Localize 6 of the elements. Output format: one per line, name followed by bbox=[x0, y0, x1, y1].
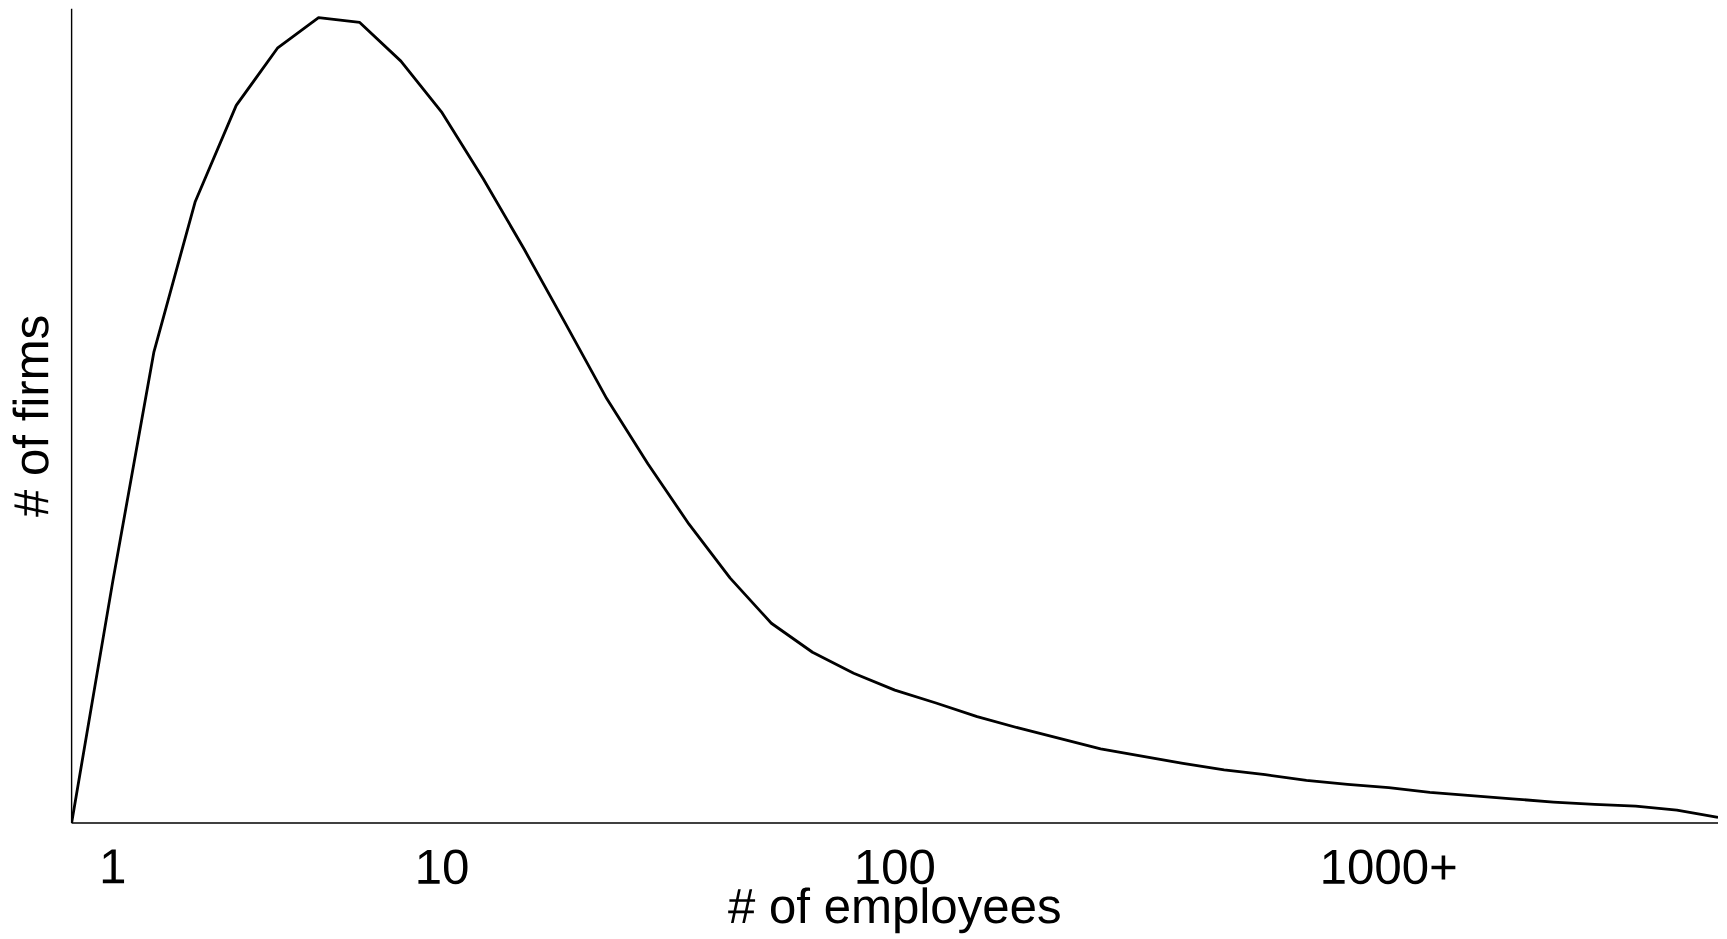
y-axis-title: # of firms bbox=[12, 316, 49, 517]
x-tick-label: 1000+ bbox=[1323, 849, 1456, 885]
x-tick-label: 10 bbox=[418, 849, 468, 885]
x-tick-label: 100 bbox=[857, 849, 934, 885]
x-tick-label: 1 bbox=[102, 849, 125, 884]
x-axis-title: # of employees bbox=[728, 887, 1060, 934]
